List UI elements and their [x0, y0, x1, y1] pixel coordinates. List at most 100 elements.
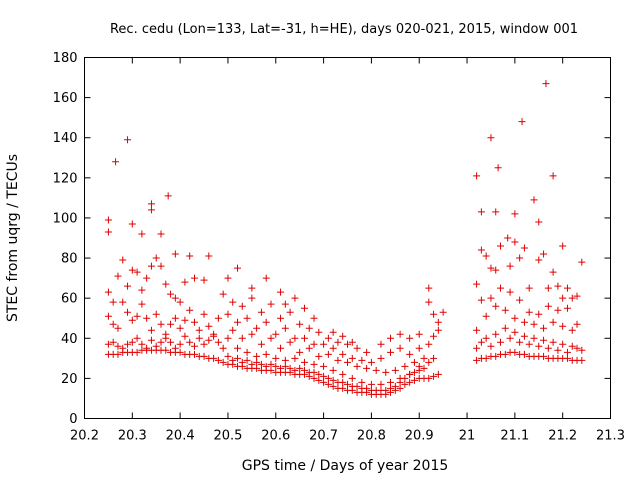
data-point	[243, 356, 251, 364]
y-tick-label: 20	[61, 372, 78, 387]
data-point	[162, 334, 170, 342]
data-point	[563, 354, 571, 362]
data-point	[358, 378, 366, 386]
data-point	[410, 368, 418, 376]
data-point	[477, 208, 485, 216]
data-point	[133, 268, 141, 276]
data-point	[181, 278, 189, 286]
data-point	[133, 334, 141, 342]
data-point	[157, 320, 165, 328]
data-point	[554, 282, 562, 290]
data-point	[114, 342, 122, 350]
data-point	[530, 334, 538, 342]
data-point	[430, 310, 438, 318]
data-point	[497, 284, 505, 292]
data-point	[267, 360, 275, 368]
data-point	[281, 324, 289, 332]
data-point	[248, 360, 256, 368]
data-point	[234, 354, 242, 362]
data-point	[248, 294, 256, 302]
data-point	[396, 344, 404, 352]
data-point	[334, 338, 342, 346]
data-point	[334, 356, 342, 364]
data-point	[540, 336, 548, 344]
data-point	[195, 334, 203, 342]
data-point	[492, 208, 500, 216]
data-point	[281, 362, 289, 370]
data-point	[257, 360, 265, 368]
data-point	[415, 344, 423, 352]
data-point	[506, 334, 514, 342]
data-point	[171, 250, 179, 258]
data-point	[348, 354, 356, 362]
data-point	[320, 378, 328, 386]
data-point	[425, 298, 433, 306]
data-point	[439, 308, 447, 316]
data-point	[112, 158, 120, 166]
data-point	[262, 318, 270, 326]
data-point	[387, 378, 395, 386]
data-point	[277, 288, 285, 296]
data-point	[267, 366, 275, 374]
data-point	[544, 344, 552, 352]
data-point	[291, 294, 299, 302]
data-point	[482, 252, 490, 260]
data-point	[310, 340, 318, 348]
data-point	[568, 294, 576, 302]
data-point	[210, 330, 218, 338]
data-point	[253, 358, 261, 366]
data-point	[195, 326, 203, 334]
data-point	[396, 384, 404, 392]
data-point	[305, 344, 313, 352]
data-point	[167, 338, 175, 346]
data-point	[147, 336, 155, 344]
data-point	[367, 380, 375, 388]
data-point	[477, 296, 485, 304]
data-point	[559, 242, 567, 250]
data-point	[563, 284, 571, 292]
x-tick-label: 20.9	[405, 429, 434, 444]
data-point	[200, 352, 208, 360]
data-point	[200, 276, 208, 284]
y-tick-label: 60	[61, 292, 78, 307]
data-point	[253, 364, 261, 372]
data-point	[578, 356, 586, 364]
data-point	[310, 374, 318, 382]
data-point	[339, 384, 347, 392]
data-point	[219, 358, 227, 366]
data-point	[305, 324, 313, 332]
x-tick-label: 20.4	[166, 429, 195, 444]
data-point	[410, 358, 418, 366]
data-point	[219, 344, 227, 352]
data-point	[329, 344, 337, 352]
data-point	[181, 332, 189, 340]
data-point	[124, 136, 132, 144]
data-point	[200, 310, 208, 318]
data-point	[320, 340, 328, 348]
data-point	[238, 334, 246, 342]
data-point	[281, 356, 289, 364]
x-tick-label: 20.8	[357, 429, 386, 444]
data-point	[243, 348, 251, 356]
data-point	[482, 354, 490, 362]
data-point	[267, 334, 275, 342]
data-point	[257, 340, 265, 348]
data-point	[157, 230, 165, 238]
data-point	[497, 242, 505, 250]
data-point	[544, 284, 552, 292]
data-point	[234, 318, 242, 326]
data-point	[176, 348, 184, 356]
data-point	[487, 294, 495, 302]
data-point	[164, 192, 172, 200]
data-point	[171, 294, 179, 302]
data-point	[147, 262, 155, 270]
x-axis-label: GPS time / Days of year 2015	[242, 458, 449, 474]
data-point	[563, 348, 571, 356]
data-point	[482, 334, 490, 342]
data-point	[324, 374, 332, 382]
data-point	[482, 312, 490, 320]
data-point	[128, 220, 136, 228]
data-point	[124, 308, 132, 316]
y-tick-label: 140	[53, 131, 78, 146]
data-series	[104, 80, 586, 398]
